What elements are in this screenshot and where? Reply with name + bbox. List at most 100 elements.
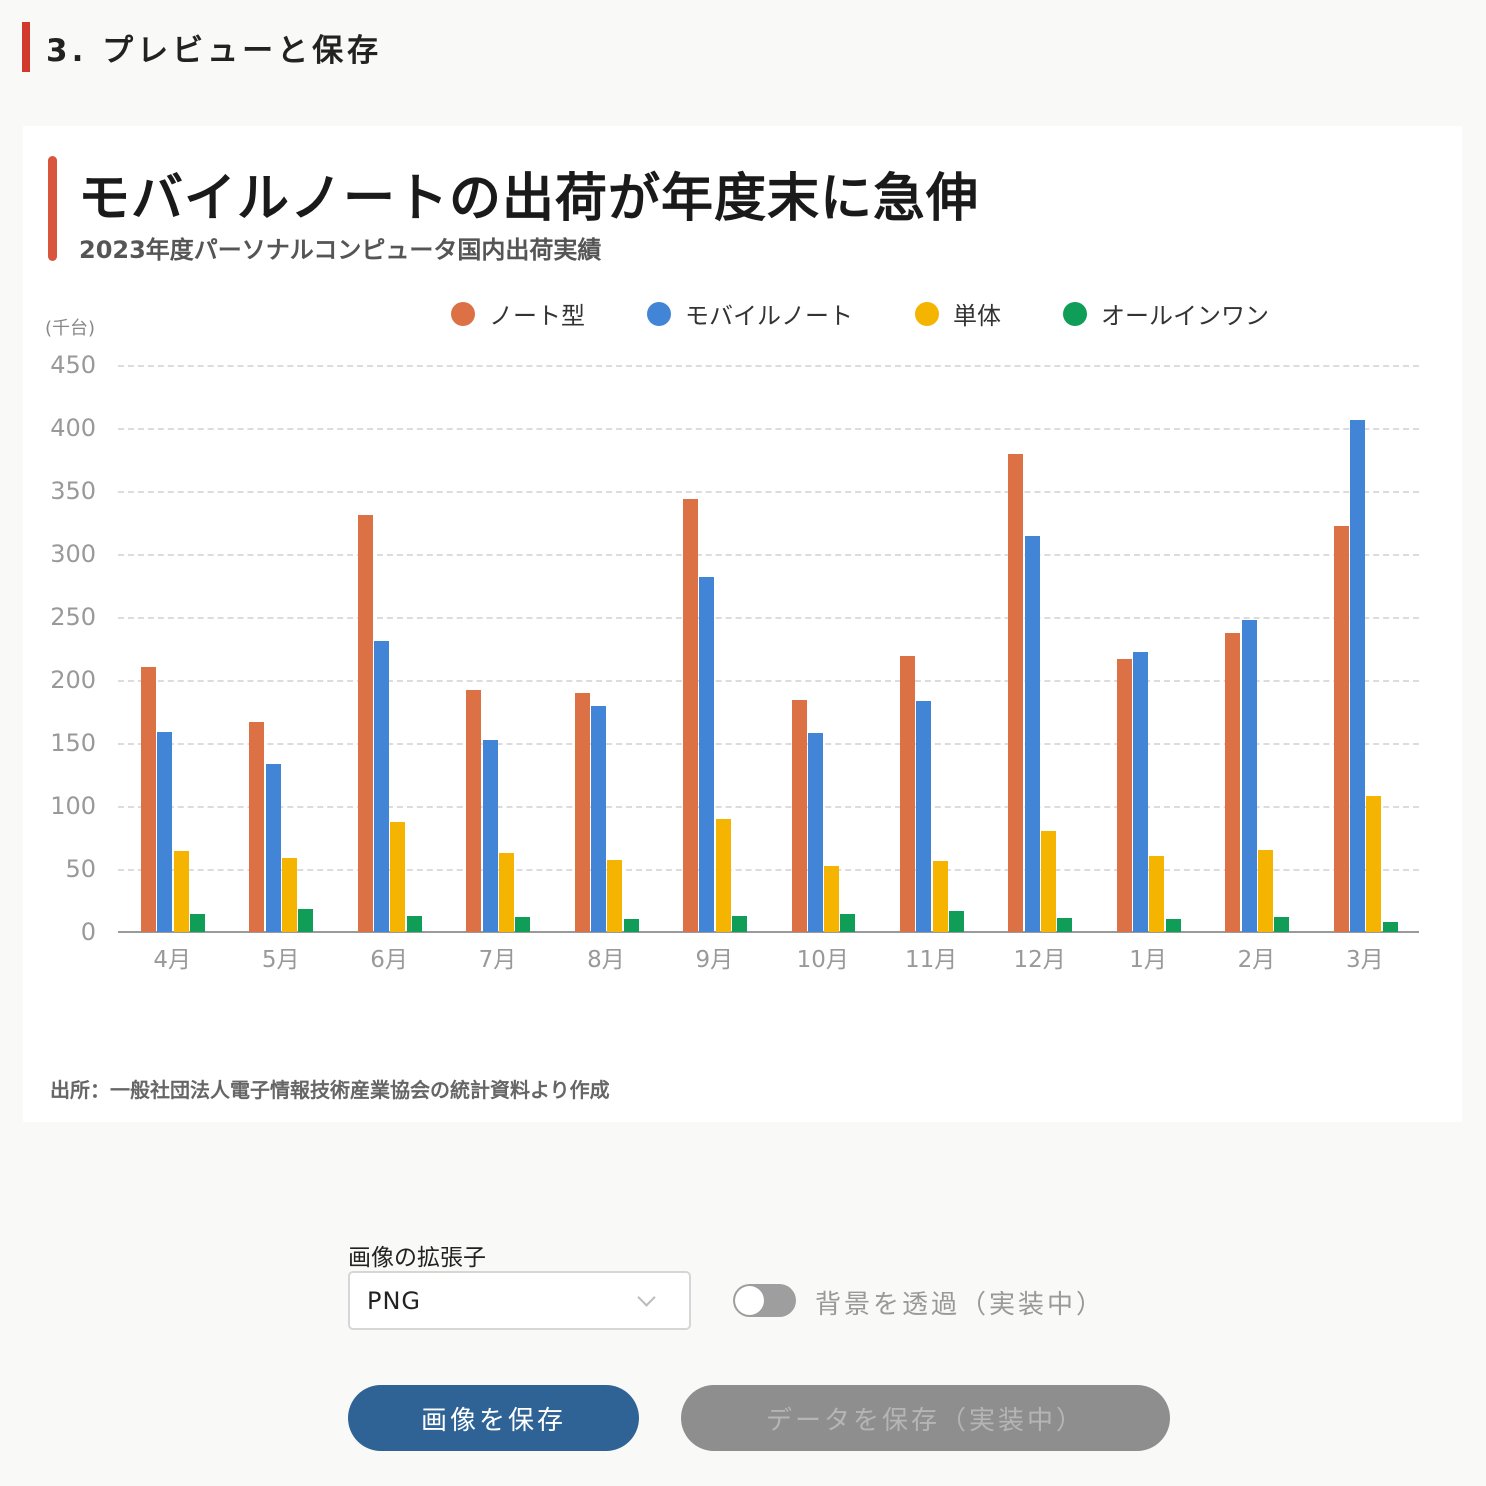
bar bbox=[683, 498, 699, 932]
bar-group: 3月 bbox=[1311, 365, 1419, 973]
bar bbox=[482, 740, 498, 932]
transparent-background-label: 背景を透過（実装中） bbox=[815, 1290, 1106, 1320]
x-tick-label: 2月 bbox=[1237, 947, 1276, 973]
gridline bbox=[118, 554, 1419, 556]
bar bbox=[623, 919, 639, 932]
bar bbox=[406, 915, 422, 932]
bar bbox=[1225, 633, 1241, 932]
x-tick-label: 7月 bbox=[478, 947, 517, 973]
chevron-down-icon bbox=[637, 1288, 656, 1307]
gridline bbox=[118, 617, 1419, 619]
legend-label: オールインワン bbox=[1101, 302, 1269, 330]
legend-label: ノート型 bbox=[489, 302, 585, 330]
x-tick-label: 11月 bbox=[905, 947, 958, 973]
gridline bbox=[118, 869, 1419, 871]
heading-accent-bar bbox=[22, 22, 30, 72]
title-accent-bar bbox=[48, 156, 57, 261]
bar-group: 9月 bbox=[660, 365, 768, 973]
bar-group: 12月 bbox=[985, 365, 1093, 973]
bar bbox=[515, 916, 531, 932]
bar bbox=[1149, 856, 1165, 932]
bar bbox=[1366, 795, 1382, 932]
y-tick-label: 350 bbox=[50, 477, 96, 505]
bar bbox=[1382, 921, 1398, 932]
toggle-knob bbox=[735, 1286, 764, 1315]
bar bbox=[916, 701, 932, 932]
chart-subtitle: 2023年度パーソナルコンピュータ国内出荷実績 bbox=[79, 236, 602, 264]
extension-select-value: PNG bbox=[367, 1286, 422, 1315]
bar bbox=[1165, 919, 1181, 932]
save-image-button[interactable]: 画像を保存 bbox=[348, 1385, 639, 1451]
chart-title: モバイルノートの出荷が年度末に急伸 bbox=[78, 169, 980, 229]
legend-dot-icon bbox=[451, 301, 475, 326]
bar-group: 10月 bbox=[769, 365, 877, 973]
bar bbox=[1349, 420, 1365, 932]
bar bbox=[157, 731, 173, 932]
legend-item: オールインワン bbox=[1063, 296, 1269, 331]
y-tick-label: 50 bbox=[65, 855, 96, 883]
bar-group: 8月 bbox=[552, 365, 660, 973]
bar bbox=[607, 860, 623, 932]
bar bbox=[466, 690, 482, 932]
plot-area: 4月 5月 6月 7月 8月 9月 10月 11月 12月 1月 2月 3月 0 50 100 150 200… bbox=[50, 351, 1419, 973]
bar bbox=[1333, 526, 1349, 932]
legend-dot-icon bbox=[1063, 301, 1087, 326]
y-tick-label: 150 bbox=[50, 729, 96, 757]
gridline bbox=[118, 680, 1419, 682]
gridline bbox=[118, 428, 1419, 430]
bar bbox=[141, 667, 156, 932]
x-tick-label: 6月 bbox=[370, 947, 408, 973]
bar bbox=[948, 910, 964, 932]
y-tick-label: 0 bbox=[80, 918, 96, 946]
bar bbox=[840, 914, 856, 932]
y-axis-unit: (千台) bbox=[45, 318, 96, 339]
bar bbox=[1257, 850, 1273, 932]
bar bbox=[189, 914, 205, 932]
section-heading: 3. プレビューと保存 bbox=[22, 22, 382, 72]
extension-select[interactable]: PNG bbox=[348, 1271, 691, 1330]
bar bbox=[265, 764, 281, 932]
x-tick-label: 3月 bbox=[1346, 947, 1384, 973]
bar bbox=[590, 706, 606, 932]
chart-source: 出所：一般社団法人電子情報技術産業協会の統計資料より作成 bbox=[50, 1078, 610, 1102]
bar-group: 2月 bbox=[1202, 365, 1310, 973]
bar bbox=[298, 909, 314, 932]
y-tick-label: 250 bbox=[50, 603, 96, 631]
bar bbox=[249, 721, 265, 932]
save-data-button[interactable]: データを保存（実装中） bbox=[681, 1385, 1170, 1451]
bar bbox=[1024, 536, 1040, 932]
y-tick-label: 300 bbox=[50, 540, 96, 568]
x-tick-label: 12月 bbox=[1013, 947, 1066, 973]
legend-item: モバイルノート bbox=[647, 296, 853, 331]
bar-group: 4月 bbox=[118, 365, 226, 973]
transparent-background-toggle[interactable] bbox=[733, 1284, 796, 1317]
chart-legend: ノート型 モバイルノート 単体 オールインワン bbox=[451, 296, 1269, 331]
y-tick-label: 200 bbox=[50, 666, 96, 694]
bar bbox=[1057, 918, 1073, 932]
x-tick-label: 4月 bbox=[153, 947, 192, 973]
chart-preview-card: モバイルノートの出荷が年度末に急伸 2023年度パーソナルコンピュータ国内出荷実… bbox=[23, 126, 1462, 1122]
legend-dot-icon bbox=[647, 301, 671, 326]
y-tick-label: 400 bbox=[50, 414, 96, 442]
legend-item: 単体 bbox=[915, 296, 1001, 331]
section-title: 3. プレビューと保存 bbox=[46, 32, 383, 69]
x-tick-label: 5月 bbox=[261, 947, 300, 973]
gridline bbox=[118, 743, 1419, 745]
bar-group: 7月 bbox=[443, 365, 551, 973]
legend-label: 単体 bbox=[953, 302, 1001, 330]
x-tick-label: 10月 bbox=[796, 947, 849, 973]
x-tick-label: 1月 bbox=[1129, 947, 1167, 973]
x-axis-line bbox=[118, 931, 1419, 933]
gridline bbox=[118, 806, 1419, 808]
legend-dot-icon bbox=[915, 301, 939, 326]
bar bbox=[1116, 658, 1132, 932]
bar bbox=[1008, 454, 1024, 932]
y-tick-label: 450 bbox=[50, 351, 96, 379]
bar-group: 1月 bbox=[1094, 365, 1202, 973]
bar bbox=[1133, 652, 1149, 932]
extension-label: 画像の拡張子 bbox=[348, 1245, 486, 1271]
gridline bbox=[118, 491, 1419, 493]
legend-label: モバイルノート bbox=[685, 302, 853, 330]
bar bbox=[807, 732, 823, 932]
bar bbox=[791, 700, 807, 932]
